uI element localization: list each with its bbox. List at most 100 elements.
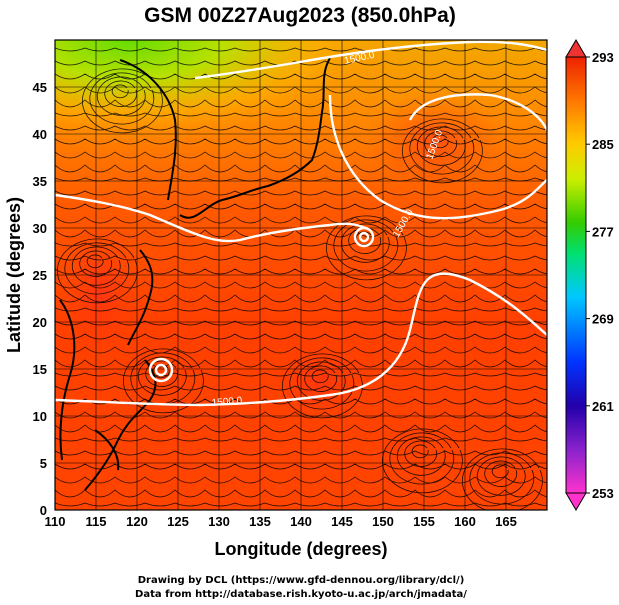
streamline [55, 411, 547, 419]
warm-spot [55, 210, 145, 370]
streamline [55, 190, 547, 196]
streamline [55, 489, 547, 498]
plot-area [55, 40, 547, 510]
streamline [104, 80, 138, 107]
y-tick-label: 10 [33, 409, 47, 424]
x-tick-label: 130 [208, 514, 230, 529]
colorbar-tick-label: 261 [592, 399, 614, 414]
streamline [81, 68, 163, 134]
streamline [431, 134, 449, 149]
colorbar-ticks: 293 285 277 269 261 253 [586, 50, 614, 501]
streamline [55, 60, 547, 66]
x-tick-label: 135 [249, 514, 271, 529]
streamline [55, 125, 547, 131]
streamline [55, 164, 547, 173]
streamline [55, 229, 547, 238]
streamline [55, 112, 547, 117]
streamline [55, 450, 547, 456]
y-tick-label: 45 [33, 80, 47, 95]
y-axis-label: Latitude (degrees) [4, 197, 24, 353]
streamline [96, 76, 146, 116]
streamline [89, 72, 155, 125]
streamline [401, 118, 483, 184]
streamline [55, 294, 547, 303]
y-tick-label: 40 [33, 127, 47, 142]
colorbar-max-arrow [565, 39, 587, 58]
x-tick-label: 115 [86, 514, 107, 529]
credit-drawing: Drawing by DCL (https://www.gfd-dennou.o… [138, 575, 465, 586]
x-tick-label: 165 [495, 514, 517, 529]
x-tick-label: 140 [290, 514, 312, 529]
streamline [325, 215, 407, 281]
colorbar-tick-label: 253 [592, 486, 614, 501]
colorbar-tick-label: 277 [592, 224, 614, 239]
y-tick-label: 0 [40, 503, 47, 518]
streamline [122, 348, 204, 414]
y-tick-label: 25 [33, 268, 47, 283]
x-tick-label: 110 [45, 514, 66, 529]
streamline [304, 365, 338, 392]
streamline [55, 47, 547, 52]
streamline [145, 360, 179, 387]
streamline [411, 444, 429, 459]
credit-data: Data from http://database.rish.kyoto-u.a… [135, 589, 467, 600]
y-tick-label: 35 [33, 174, 47, 189]
y-tick-label: 30 [33, 221, 47, 236]
streamline [79, 250, 113, 277]
streamline [55, 424, 547, 433]
colorbar-tick-label: 293 [592, 50, 614, 65]
warm-spot [260, 335, 380, 425]
streamline [55, 203, 547, 210]
x-tick-label: 160 [454, 514, 476, 529]
x-tick-label: 120 [126, 514, 148, 529]
streamline [424, 130, 458, 157]
x-tick-label: 150 [372, 514, 394, 529]
streamline [476, 456, 526, 496]
streamline [340, 223, 390, 263]
streamline [71, 246, 121, 286]
streamline [55, 502, 547, 507]
streamline [491, 464, 509, 479]
y-axis-ticks: 0 5 10 15 20 25 30 35 40 45 [33, 80, 47, 518]
streamline [55, 216, 547, 224]
streamline [333, 219, 399, 272]
x-axis-ticks: 110 115 120 125 130 135 140 145 150 155 160 165 [45, 514, 517, 529]
streamline [55, 346, 547, 354]
streamline [55, 307, 547, 312]
colorbar-tick-label: 269 [592, 312, 614, 327]
streamline [55, 372, 547, 377]
streamline [55, 398, 547, 405]
y-tick-label: 15 [33, 362, 47, 377]
streamline [296, 361, 346, 401]
streamline [55, 437, 547, 442]
x-axis-label: Longitude (degrees) [214, 539, 387, 559]
streamline [469, 452, 535, 505]
x-tick-label: 125 [167, 514, 189, 529]
streamline [55, 151, 547, 159]
streamline [55, 242, 547, 247]
x-tick-label: 155 [413, 514, 435, 529]
streamline [111, 84, 129, 99]
colorbar-min-arrow [565, 492, 587, 511]
streamline [281, 353, 363, 419]
contour-label: 1500.0 [211, 395, 243, 409]
geopotential-contours [55, 40, 547, 407]
grid-lines [55, 40, 547, 510]
streamline [55, 138, 547, 145]
streamline [130, 352, 196, 405]
streamline [64, 242, 130, 295]
streamline [55, 359, 547, 368]
streamline [55, 333, 547, 340]
streamline [55, 255, 547, 261]
streamline [381, 428, 463, 494]
streamline [416, 126, 466, 166]
streamline [55, 268, 547, 275]
streamline [311, 369, 329, 384]
streamline [55, 99, 547, 108]
plot-frame [54, 39, 548, 511]
y-tick-label: 5 [40, 456, 47, 471]
streamline [55, 73, 547, 80]
streamline [55, 86, 547, 94]
streamline [86, 254, 104, 269]
